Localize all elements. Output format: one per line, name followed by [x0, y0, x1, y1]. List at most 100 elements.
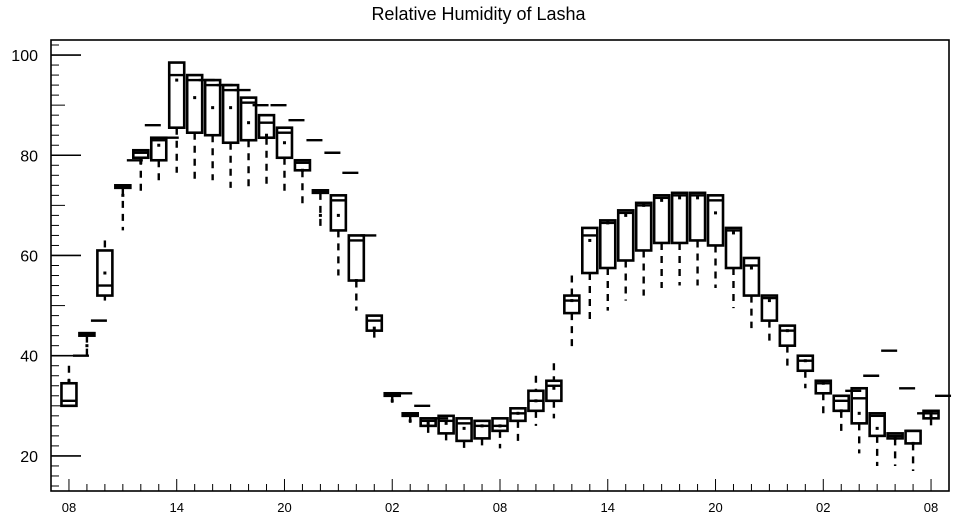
box-iqr — [724, 226, 743, 270]
box-iqr — [670, 191, 689, 245]
box-mean-marker — [570, 299, 574, 303]
x-axis: 08 14 20 02 08 14 20 02 08 — [62, 479, 938, 515]
box-iqr — [221, 83, 240, 145]
box-iqr — [563, 294, 581, 315]
box-mean-marker — [336, 213, 340, 217]
box-mean-marker — [103, 271, 107, 275]
box-iqr — [329, 194, 348, 232]
box-group — [527, 375, 545, 426]
box-group — [760, 294, 779, 344]
box-mean-marker — [534, 399, 538, 403]
box-group — [634, 201, 653, 296]
box-iqr — [832, 394, 851, 413]
box-mean-marker — [785, 329, 789, 333]
box-group — [473, 419, 491, 451]
box-mean-marker — [749, 266, 753, 270]
box-mean-marker — [175, 78, 179, 82]
box-group — [886, 387, 916, 466]
box-group — [509, 407, 527, 444]
x-tick-label: 14 — [601, 500, 615, 515]
box-mean-marker — [624, 213, 628, 217]
box-mean-marker — [139, 161, 143, 165]
box-mean-marker — [444, 421, 448, 425]
box-iqr — [96, 249, 114, 297]
y-tick-label: 60 — [20, 248, 38, 265]
box-mean-marker — [408, 419, 412, 423]
x-tick-label: 02 — [816, 500, 830, 515]
box-mean-marker — [426, 421, 430, 425]
box-group — [724, 226, 743, 309]
y-tick-label: 20 — [20, 449, 38, 466]
box-mean-marker — [678, 196, 682, 200]
box-mean-marker — [731, 231, 735, 235]
box-mean-marker — [516, 411, 520, 415]
box-iqr — [598, 219, 617, 270]
box-group — [598, 219, 617, 311]
box-iqr — [706, 194, 725, 247]
box-group — [257, 103, 287, 188]
box-iqr — [904, 429, 922, 445]
box-iqr — [203, 78, 222, 137]
box-mean-marker — [193, 96, 197, 100]
box-group — [167, 61, 186, 173]
box-iqr — [347, 234, 366, 282]
box-mean-marker — [462, 426, 466, 430]
box-iqr — [814, 379, 833, 395]
box-group — [563, 275, 581, 349]
box-mean-marker — [839, 409, 843, 413]
box-iqr — [778, 324, 797, 347]
box-iqr — [652, 194, 671, 245]
box-mean-marker — [67, 379, 71, 383]
box-mean-marker — [821, 381, 825, 385]
box-iqr — [491, 417, 509, 433]
box-iqr — [257, 113, 276, 140]
box-mean-marker — [372, 326, 376, 330]
box-group — [545, 363, 563, 419]
box-group — [616, 209, 635, 301]
box-group — [419, 417, 449, 436]
box-iqr — [509, 407, 527, 423]
box-mean-marker — [85, 344, 89, 348]
x-tick-label: 02 — [385, 500, 399, 515]
x-tick-label: 20 — [277, 500, 291, 515]
box-mean-marker — [803, 359, 807, 363]
box-mean-marker — [265, 133, 269, 137]
box-group — [78, 319, 107, 361]
y-tick-label: 100 — [11, 48, 38, 65]
box-iqr — [634, 201, 653, 252]
box-group — [688, 191, 707, 286]
box-group — [832, 389, 862, 436]
box-mean-marker — [911, 441, 915, 445]
box-mean-marker — [660, 198, 664, 202]
box-group — [311, 151, 341, 228]
box-mean-marker — [893, 436, 897, 440]
box-group — [149, 136, 179, 181]
box-group — [185, 73, 215, 181]
chart-title: Relative Humidity of Lasha — [371, 4, 586, 24]
box-mean-marker — [282, 141, 286, 145]
box-iqr — [132, 148, 150, 160]
box-group — [742, 256, 761, 329]
box-mean-marker — [121, 193, 125, 197]
y-axis: 20 40 60 80 100 — [11, 44, 81, 487]
box-group — [491, 417, 509, 449]
box-iqr — [437, 414, 455, 435]
box-mean-marker — [552, 386, 556, 390]
box-group — [96, 240, 114, 301]
box-group — [580, 226, 599, 321]
box-mean-marker — [606, 221, 610, 225]
box-iqr — [580, 226, 599, 275]
y-tick-label: 40 — [20, 349, 38, 366]
box-iqr — [455, 417, 473, 443]
box-mean-marker — [157, 143, 161, 147]
box-iqr — [167, 61, 186, 129]
x-tick-label: 08 — [62, 500, 76, 515]
box-group — [670, 191, 689, 286]
box-iqr — [545, 379, 563, 403]
plot-frame — [50, 39, 950, 492]
box-group — [814, 379, 833, 414]
box-group — [868, 349, 898, 466]
box-mean-marker — [498, 424, 502, 428]
x-tick-label: 08 — [924, 500, 938, 515]
